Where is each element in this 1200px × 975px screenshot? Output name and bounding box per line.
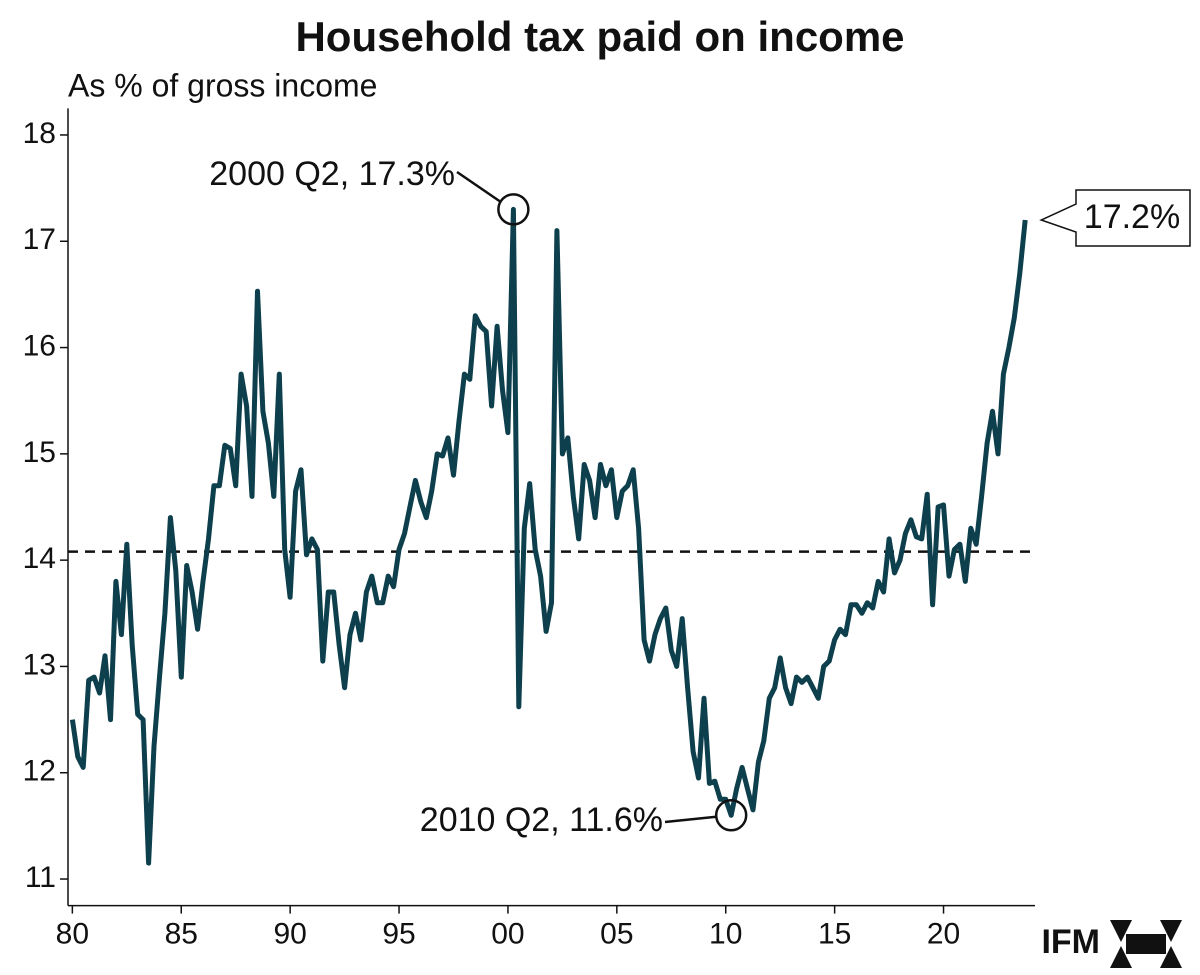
x-tick-label: 85 bbox=[165, 918, 198, 951]
y-tick-label: 12 bbox=[23, 755, 56, 788]
logo-text: IFM bbox=[1041, 923, 1100, 961]
annotation-pointer bbox=[456, 170, 502, 203]
x-tick-label: 95 bbox=[382, 918, 415, 951]
x-tick-label: 90 bbox=[273, 918, 306, 951]
x-tick-label: 80 bbox=[56, 918, 89, 951]
x-tick-label: 15 bbox=[818, 918, 851, 951]
annotation-text: 2000 Q2, 17.3% bbox=[209, 155, 455, 193]
chart-title: Household tax paid on income bbox=[295, 13, 904, 60]
data-line bbox=[69, 206, 1028, 866]
annotation-pointer bbox=[664, 815, 717, 824]
callout-box bbox=[1039, 189, 1191, 247]
annotation-text: 17.2% bbox=[1084, 198, 1180, 236]
x-tick-label: 10 bbox=[709, 918, 742, 951]
y-tick-label: 13 bbox=[23, 648, 56, 681]
logo-icon bbox=[1110, 920, 1182, 968]
annotation-text: 2010 Q2, 11.6% bbox=[420, 801, 663, 839]
y-tick-label: 17 bbox=[23, 223, 56, 256]
x-tick-label: 20 bbox=[927, 918, 960, 951]
x-tick-label: 00 bbox=[491, 918, 524, 951]
logo: IFM bbox=[1041, 920, 1182, 968]
y-axis-label: As % of gross income bbox=[68, 67, 377, 103]
y-tick-label: 18 bbox=[23, 117, 56, 150]
y-tick-label: 11 bbox=[25, 861, 56, 894]
y-tick-label: 15 bbox=[23, 436, 56, 469]
y-tick-label: 16 bbox=[23, 329, 56, 362]
annotation-marker bbox=[497, 193, 530, 226]
x-tick-label: 05 bbox=[600, 918, 633, 951]
y-tick-label: 14 bbox=[23, 542, 56, 575]
annotation-marker bbox=[714, 799, 748, 832]
